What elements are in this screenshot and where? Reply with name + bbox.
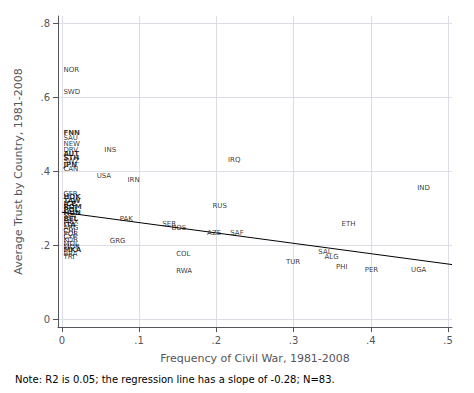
svg-text:UGA: UGA <box>411 266 427 274</box>
svg-text:NOR: NOR <box>63 66 79 74</box>
svg-text:.3: .3 <box>289 335 299 346</box>
svg-text:CAN: CAN <box>63 165 78 173</box>
svg-text:FNN: FNN <box>63 128 80 137</box>
svg-text:IRQ: IRQ <box>228 156 241 164</box>
svg-text:AZE: AZE <box>207 229 221 237</box>
svg-text:SAL: SAL <box>318 248 332 257</box>
svg-text:PER: PER <box>365 266 379 274</box>
svg-text:INS: INS <box>104 146 116 154</box>
svg-text:IRN: IRN <box>128 176 140 184</box>
svg-text:.6: .6 <box>40 92 50 103</box>
svg-text:IND: IND <box>417 184 430 192</box>
svg-text:ALG: ALG <box>325 253 339 261</box>
svg-text:SER: SER <box>162 220 176 229</box>
svg-text:ETH: ETH <box>342 220 356 228</box>
svg-text:Average Trust by Country, 1981: Average Trust by Country, 1981-2008 <box>12 68 25 274</box>
svg-text:GRG: GRG <box>110 237 126 245</box>
svg-text:TUR: TUR <box>285 258 300 266</box>
svg-text:SAF: SAF <box>230 229 243 237</box>
svg-text:RUS: RUS <box>213 202 228 210</box>
svg-text:NEW: NEW <box>63 140 80 149</box>
svg-text:0: 0 <box>59 335 65 346</box>
svg-text:Note: R2 is 0.05; the regressi: Note: R2 is 0.05; the regression line ha… <box>15 374 335 385</box>
svg-text:.4: .4 <box>40 166 50 177</box>
svg-text:USA: USA <box>97 172 112 180</box>
svg-text:TRI: TRI <box>62 253 74 261</box>
svg-text:.5: .5 <box>443 335 453 346</box>
svg-text:.2: .2 <box>40 240 50 251</box>
svg-text:COL: COL <box>176 250 190 258</box>
svg-text:.2: .2 <box>212 335 222 346</box>
svg-text:BOS: BOS <box>172 224 187 232</box>
svg-text:Frequency of Civil War, 1981-2: Frequency of Civil War, 1981-2008 <box>160 352 350 365</box>
svg-text:0: 0 <box>44 314 50 325</box>
svg-text:.1: .1 <box>134 335 144 346</box>
svg-text:PAK: PAK <box>120 215 134 223</box>
svg-text:RWA: RWA <box>176 267 192 275</box>
svg-text:SWD: SWD <box>63 88 80 96</box>
svg-text:.8: .8 <box>40 18 50 29</box>
svg-text:.4: .4 <box>366 335 376 346</box>
svg-text:SAU: SAU <box>63 134 78 143</box>
svg-text:PHI: PHI <box>336 263 348 271</box>
